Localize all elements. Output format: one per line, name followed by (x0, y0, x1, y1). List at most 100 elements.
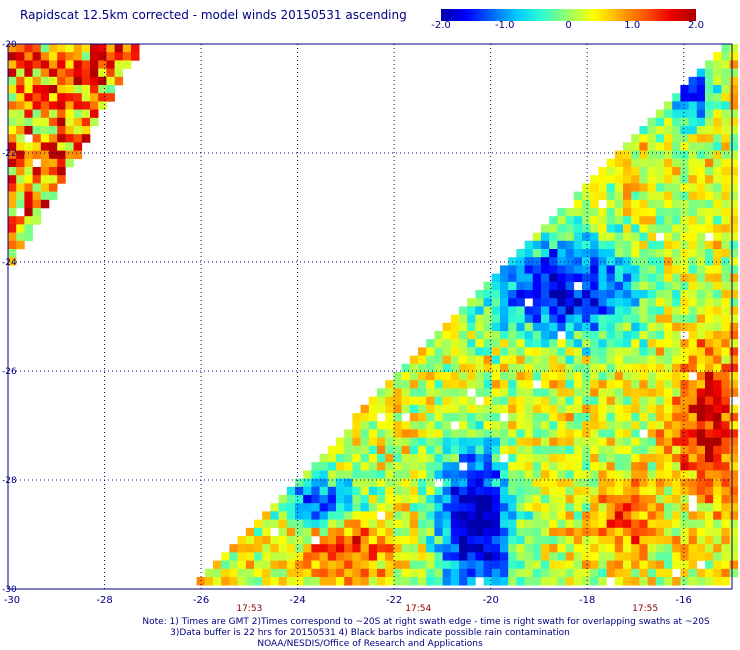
swath-cell (532, 314, 542, 324)
swath-cell (688, 577, 698, 586)
swath-cell (573, 380, 583, 389)
swath-cell (434, 437, 443, 447)
swath-cell (336, 503, 345, 512)
swath-cell (237, 568, 247, 578)
swath-cell (623, 208, 632, 217)
swath-cell (319, 544, 329, 553)
swath-cell (426, 437, 435, 447)
swath-cell (606, 388, 616, 397)
swath-cell (401, 363, 411, 373)
swath-cell (262, 536, 271, 545)
swath-cell (352, 552, 361, 561)
swath-cell (237, 544, 247, 553)
swath-cell (442, 511, 452, 520)
swath-cell (434, 470, 443, 479)
swath-cell (516, 519, 525, 529)
swath-cell (655, 109, 665, 119)
swath-cell (336, 577, 345, 586)
swath-cell (368, 396, 378, 406)
swath-cell (57, 175, 66, 184)
swath-cell (450, 552, 460, 561)
swath-cell (705, 109, 714, 119)
swath-cell (508, 265, 517, 274)
swath-cell (8, 240, 17, 250)
swath-cell (491, 568, 501, 578)
swath-cell (557, 445, 566, 455)
swath-cell (500, 306, 509, 315)
swath-cell (524, 281, 534, 291)
swath-cell (24, 117, 33, 127)
swath-cell (401, 544, 411, 553)
swath-cell (393, 519, 402, 529)
swath-cell (623, 224, 632, 233)
swath-cell (516, 265, 525, 274)
swath-cell (262, 511, 271, 520)
swath-cell (8, 52, 17, 61)
swath-cell (434, 413, 443, 422)
swath-cell (40, 167, 50, 176)
swath-cell (696, 478, 706, 488)
swath-cell (680, 577, 689, 586)
swath-cell (377, 544, 386, 553)
swath-cell (90, 85, 99, 94)
swath-cell (647, 142, 657, 151)
swath-cell (696, 232, 706, 242)
swath-cell (204, 568, 214, 578)
swath-cell (664, 478, 673, 488)
swath-cell (573, 544, 583, 553)
swath-cell (639, 544, 648, 553)
swath-cell (582, 355, 591, 365)
swath-cell (705, 503, 714, 512)
swath-cell (598, 577, 607, 586)
swath-cell (598, 339, 607, 348)
swath-cell (688, 117, 698, 127)
swath-cell (639, 470, 648, 479)
swath-cell (8, 101, 17, 110)
swath-cell (311, 495, 320, 504)
swath-cell (590, 265, 599, 274)
swath-cell (467, 552, 476, 561)
swath-cell (500, 372, 509, 381)
swath-cell (344, 511, 353, 520)
swath-cell (65, 85, 74, 94)
swath-cell (377, 495, 386, 504)
swath-cell (450, 331, 460, 340)
swath-cell (73, 142, 83, 151)
swath-cell (8, 257, 17, 266)
swath-cell (49, 44, 58, 53)
swath-cell (664, 421, 673, 430)
swath-cell (57, 52, 66, 61)
swath-cell (491, 281, 501, 291)
swath-cell (401, 511, 411, 520)
swath-cell (721, 552, 730, 561)
swath-cell (549, 372, 558, 381)
swath-cell (565, 224, 575, 233)
swath-cell (40, 175, 50, 184)
swath-cell (418, 519, 427, 529)
swath-cell (508, 552, 517, 561)
swath-cell (705, 290, 714, 299)
swath-cell (57, 150, 66, 160)
swath-cell (729, 257, 739, 266)
swath-cell (352, 445, 361, 455)
swath-cell (688, 216, 698, 225)
swath-cell (385, 380, 394, 389)
swath-cell (696, 199, 706, 209)
swath-cell (573, 355, 583, 365)
swath-cell (631, 298, 640, 307)
swath-cell (631, 478, 640, 488)
swath-cell (664, 314, 673, 324)
swath-cell (549, 519, 558, 529)
swath-cell (360, 421, 370, 430)
swath-cell (598, 347, 607, 356)
swath-cell (352, 544, 361, 553)
swath-cell (696, 298, 706, 307)
swath-cell (319, 568, 329, 578)
swath-cell (713, 478, 722, 488)
swath-cell (614, 495, 624, 504)
swath-cell (418, 413, 427, 422)
swath-cell (664, 117, 673, 127)
swath-cell (606, 527, 616, 537)
swath-cell (549, 396, 558, 406)
swath-cell (541, 257, 550, 266)
